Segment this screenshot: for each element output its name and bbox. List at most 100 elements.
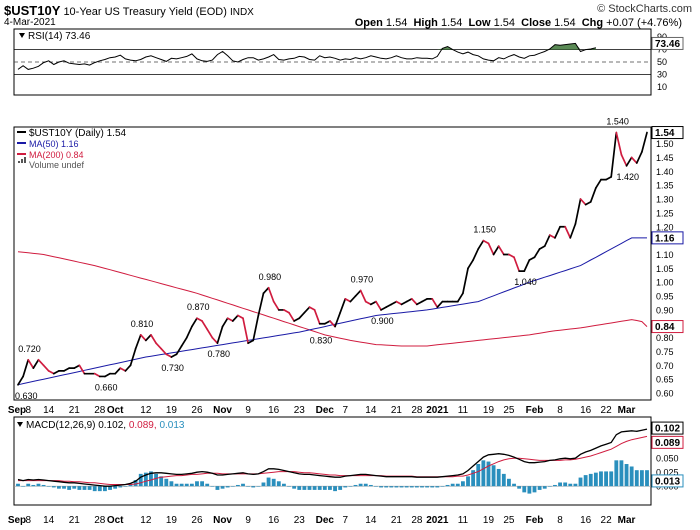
macd-histogram-bar <box>200 481 205 487</box>
macd-legend-value-1: 0.089, <box>129 420 160 431</box>
chart-symbol-line: $UST10Y 10-Year US Treasury Yield (EOD) … <box>4 3 254 18</box>
macd-histogram-bar <box>573 483 578 487</box>
macd-histogram-bar <box>481 460 486 487</box>
macd-x-label-2: 14 <box>43 515 55 526</box>
price-line-segment <box>630 156 638 164</box>
price-line-segment <box>32 358 40 369</box>
price-x-label-0: Sep <box>8 405 26 416</box>
macd-x-label-0: Sep <box>8 515 26 526</box>
price-line-segment <box>242 317 249 345</box>
price-line-segment <box>104 372 111 378</box>
price-line-segment <box>359 289 367 303</box>
macd-legend: MACD(12,26,9) 0.102, 0.089, 0.013 <box>26 420 185 431</box>
macd-histogram-bar <box>338 486 343 490</box>
macd-x-label-26: Mar <box>618 515 636 526</box>
macd-histogram-bar <box>532 486 537 493</box>
macd-histogram-bar <box>374 486 378 487</box>
macd-x-label-1: 8 <box>25 515 31 526</box>
price-x-label-22: Feb <box>526 405 544 416</box>
price-tick-label-14: 1.30 <box>656 195 674 205</box>
macd-histogram-bar <box>282 483 286 487</box>
macd-legend-value-0: 0.102, <box>98 420 129 431</box>
macd-histogram-bar <box>77 486 82 490</box>
price-x-label-11: 16 <box>268 405 280 416</box>
price-line-segment <box>196 317 203 322</box>
price-line-segment <box>144 334 152 342</box>
price-annotation-13: 1.540 <box>606 117 629 127</box>
macd-histogram-bar <box>542 486 547 489</box>
macd-histogram-bar <box>414 486 419 488</box>
macd-histogram-bar <box>645 470 649 487</box>
macd-histogram-bar <box>629 466 634 487</box>
price-line-segment <box>93 372 101 378</box>
legend-volume-swatch <box>18 161 20 163</box>
price-x-label-23: 8 <box>557 405 563 416</box>
price-line-segment <box>584 200 592 206</box>
open-label: Open <box>354 17 383 29</box>
rsi-tick-label-50: 50 <box>657 57 667 67</box>
macd-histogram-bar <box>103 486 107 492</box>
macd-histogram-bar <box>363 483 368 487</box>
price-x-label-17: 28 <box>411 405 423 416</box>
macd-histogram-bar <box>51 486 56 488</box>
price-x-label-16: 21 <box>391 405 403 416</box>
price-line-segment <box>421 297 428 303</box>
high-value: 1.54 <box>440 17 463 29</box>
macd-value-tag-2-box <box>651 474 684 488</box>
macd-histogram-bar <box>522 486 527 493</box>
price-tick-label-12: 1.20 <box>656 222 674 232</box>
macd-histogram-bar <box>256 486 261 487</box>
price-line-segment <box>175 345 183 356</box>
legend-volume-swatch <box>24 157 26 163</box>
macd-x-label-13: Dec <box>316 515 335 526</box>
macd-histogram-bar <box>266 477 271 487</box>
legend-volume-swatch <box>21 159 23 163</box>
macd-x-label-21: 25 <box>503 515 515 526</box>
macd-x-label-9: Nov <box>213 515 232 526</box>
price-line-segment <box>63 367 70 372</box>
macd-histogram-bar <box>16 483 20 487</box>
price-x-label-9: Nov <box>213 405 232 416</box>
macd-histogram-bar <box>537 486 542 490</box>
price-annotation-1: 0.720 <box>18 344 41 354</box>
macd-line <box>17 428 648 487</box>
macd-histogram-bar <box>333 486 337 492</box>
price-line-segment <box>308 306 316 311</box>
price-tick-label-17: 1.45 <box>656 153 674 163</box>
macd-histogram-bar <box>215 486 220 490</box>
macd-histogram-bar <box>92 486 97 492</box>
price-line-segment <box>605 176 613 181</box>
legend-ma200: MA(200) 0.84 <box>29 150 84 160</box>
macd-value-tag-1-box <box>651 435 684 449</box>
price-value-tag-0-box <box>651 126 684 140</box>
price-line-segment <box>155 342 163 350</box>
low-label: Low <box>468 17 491 29</box>
macd-histogram-bar <box>553 484 557 487</box>
macd-value-tag-2: 0.013 <box>655 476 680 487</box>
rsi-value-tag-box <box>651 36 684 50</box>
price-annotation-12: 1.040 <box>514 277 537 287</box>
price-x-label-8: 26 <box>191 405 203 416</box>
macd-histogram-bar <box>261 482 266 487</box>
price-line-segment <box>288 311 295 322</box>
price-annotation-11: 1.150 <box>473 225 496 235</box>
price-line-segment <box>42 364 50 372</box>
price-line-segment <box>472 248 480 261</box>
price-line-segment <box>508 253 515 259</box>
price-line-segment <box>191 317 198 328</box>
price-line-segment <box>323 320 331 325</box>
macd-value-tag-1: 0.089 <box>655 438 680 449</box>
price-line-segment <box>206 328 214 339</box>
price-line-segment <box>47 370 55 375</box>
price-x-label-15: 14 <box>365 405 377 416</box>
price-annotation-3: 0.810 <box>131 319 154 329</box>
macd-x-label-20: 19 <box>483 515 495 526</box>
macd-histogram-bar <box>599 471 603 487</box>
price-line-segment <box>620 153 628 167</box>
macd-histogram-bar <box>287 486 291 487</box>
macd-histogram-bar <box>460 481 465 487</box>
price-line-segment <box>385 303 393 309</box>
price-line-segment <box>477 239 485 250</box>
macd-histogram-bar <box>210 486 215 487</box>
